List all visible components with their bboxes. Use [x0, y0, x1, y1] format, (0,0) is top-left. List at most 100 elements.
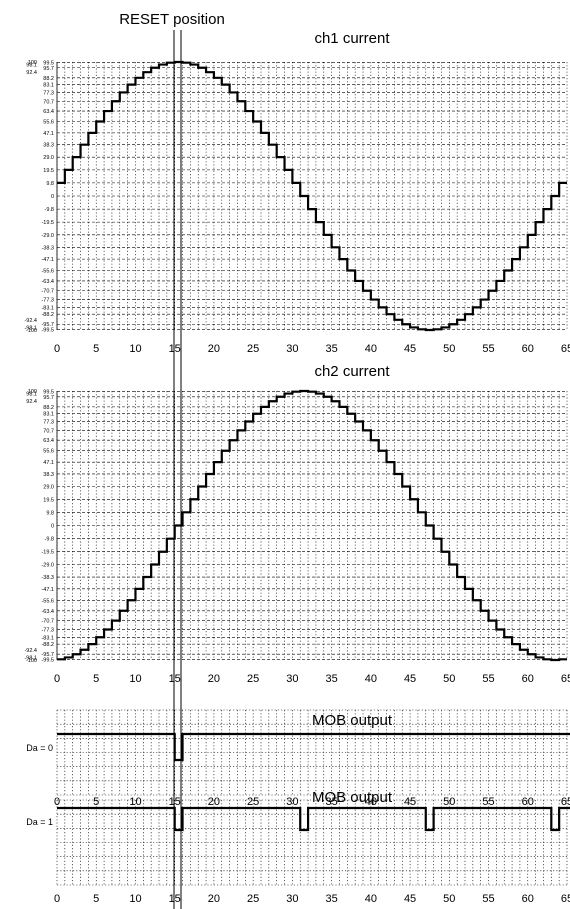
y-tick-label: 0	[51, 524, 54, 530]
x-tick-label: 35	[325, 673, 337, 685]
x-tick-label: 40	[365, 673, 377, 685]
da-label: Da = 0	[26, 743, 53, 753]
y-tick-label: 95.7	[43, 395, 54, 401]
x-tick-label: 15	[169, 343, 181, 355]
y-tick-label: 88.2	[43, 76, 54, 82]
x-tick-label: 0	[54, 893, 60, 905]
x-tick-label: 25	[247, 893, 259, 905]
y-tick-label: -38.3	[41, 245, 54, 251]
x-tick-label: 50	[443, 796, 455, 808]
x-tick-label: 40	[365, 343, 377, 355]
x-tick-label: 10	[129, 893, 141, 905]
x-tick-label: 20	[208, 673, 220, 685]
y-tick-label: -47.1	[41, 257, 54, 263]
x-tick-label: 65	[561, 893, 570, 905]
x-tick-label: 20	[208, 796, 220, 808]
x-tick-label: 5	[93, 796, 99, 808]
y-tick-label: 63.4	[43, 438, 54, 444]
y-tick-label: -70.7	[41, 289, 54, 295]
y-tick-label: 19.5	[43, 497, 54, 503]
y-tick-label: 83.1	[43, 412, 54, 418]
y-tick-label: -63.4	[41, 279, 54, 285]
x-tick-label: 65	[561, 673, 570, 685]
y-tick-label-outer: -92.4	[24, 318, 37, 324]
x-tick-label: 15	[169, 796, 181, 808]
y-tick-label: -55.6	[41, 269, 54, 275]
y-tick-label: -95.7	[41, 322, 54, 328]
y-tick-label: -19.5	[41, 220, 54, 226]
series-line	[57, 806, 570, 832]
y-tick-label: -55.6	[41, 598, 54, 604]
y-tick-label: 77.3	[43, 420, 54, 426]
chart-panel-2: 99.595.7 88.283.1 77.3 70.7 63.4 55.6 47.1 38.3…	[24, 363, 570, 685]
x-tick-label: 45	[404, 343, 416, 355]
y-tick-label: 55.6	[43, 119, 54, 125]
x-tick-label: 0	[54, 673, 60, 685]
y-tick-label: -29.0	[41, 233, 54, 239]
y-tick-label: 70.7	[43, 99, 54, 105]
x-tick-label: 0	[54, 343, 60, 355]
x-tick-label: 20	[208, 343, 220, 355]
y-tick-label: -88.2	[41, 312, 54, 318]
x-tick-label: 25	[247, 796, 259, 808]
y-tick-label: -19.5	[41, 550, 54, 556]
x-tick-label: 30	[286, 673, 298, 685]
x-tick-label: 40	[365, 893, 377, 905]
y-tick-label: 38.3	[43, 472, 54, 478]
y-tick-label: 0	[51, 194, 54, 200]
y-tick-label: 55.6	[43, 449, 54, 455]
y-tick-label: -83.1	[41, 635, 54, 641]
y-tick-label: 38.3	[43, 143, 54, 149]
y-tick-label: -95.7	[41, 652, 54, 658]
x-tick-label: 55	[482, 796, 494, 808]
y-tick-label: -88.2	[41, 642, 54, 648]
x-tick-label: 0	[54, 796, 60, 808]
x-tick-label: 30	[286, 893, 298, 905]
y-tick-label: -9.8	[45, 207, 54, 213]
x-tick-label: 55	[482, 673, 494, 685]
y-tick-label: 29.0	[43, 484, 54, 490]
x-tick-label: 5	[93, 343, 99, 355]
x-tick-label: 10	[129, 343, 141, 355]
x-tick-label: 35	[325, 343, 337, 355]
x-tick-label: 25	[247, 673, 259, 685]
y-tick-label: 9.8	[46, 510, 54, 516]
y-tick-label: 70.7	[43, 428, 54, 434]
y-tick-label-outer: -98.1	[24, 655, 37, 661]
x-tick-label: 60	[522, 673, 534, 685]
y-tick-label: 83.1	[43, 83, 54, 89]
y-tick-label: 77.3	[43, 90, 54, 96]
x-tick-label: 10	[129, 673, 141, 685]
y-tick-label-outer: -92.4	[24, 648, 37, 654]
y-tick-label-outer: -100	[26, 658, 37, 664]
series-line	[57, 60, 567, 332]
y-tick-label: 47.1	[43, 131, 54, 137]
x-tick-label: 5	[93, 893, 99, 905]
y-tick-label: -70.7	[41, 619, 54, 625]
y-tick-label-outer: 98.1	[26, 392, 37, 398]
chart-title: ch2 current	[314, 363, 390, 380]
x-tick-label: 10	[129, 796, 141, 808]
x-tick-label: 15	[169, 893, 181, 905]
y-tick-label: -38.3	[41, 575, 54, 581]
y-tick-label: 99.5	[43, 61, 54, 67]
y-tick-label-outer: 100	[28, 60, 37, 66]
x-tick-label: 50	[443, 343, 455, 355]
y-tick-label-outer: 98.1	[26, 63, 37, 69]
x-tick-label: 60	[522, 796, 534, 808]
x-tick-label: 30	[286, 796, 298, 808]
y-tick-label-outer: 92.4	[26, 399, 37, 405]
y-tick-label-outer: 100	[28, 389, 37, 395]
x-tick-label: 45	[404, 893, 416, 905]
y-tick-label: 29.0	[43, 155, 54, 161]
y-tick-label: 63.4	[43, 109, 54, 115]
y-tick-label: -47.1	[41, 587, 54, 593]
y-tick-label: -99.5	[41, 327, 54, 333]
y-tick-label: -29.0	[41, 563, 54, 569]
y-tick-label: -83.1	[41, 305, 54, 311]
y-tick-label: -63.4	[41, 609, 54, 615]
chart-panel-1: 99.595.7 88.283.177.3 70.7 63.4 55.6 47.1 38.3…	[24, 30, 570, 355]
x-tick-label: 65	[561, 796, 570, 808]
y-tick-label: 95.7	[43, 66, 54, 72]
